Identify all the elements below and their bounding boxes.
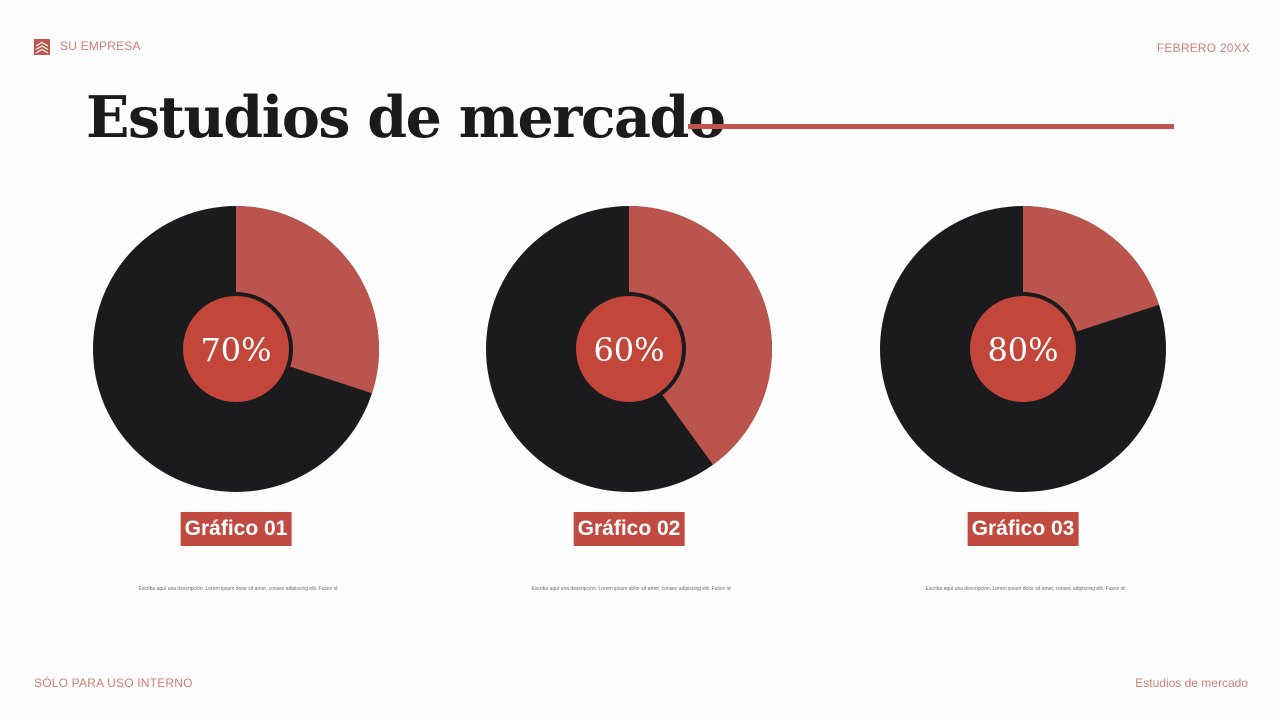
header-date: FEBRERO 20XX <box>1156 41 1250 55</box>
footer-confidential: SÓLO PARA USO INTERNO <box>34 676 193 690</box>
chart-description-2: Escriba aquí una descripción. Lorem ipsu… <box>531 586 731 592</box>
footer-section-name: Estudios de mercado <box>1135 676 1248 690</box>
page-title: Estudios de mercado <box>86 84 726 151</box>
pie-center-label-2: 60% <box>593 331 664 369</box>
pie-slice-accent-2 <box>629 206 772 465</box>
chart-description-1: Escriba aquí una descripción. Lorem ipsu… <box>138 586 338 592</box>
chart-label-2: Gráfico 02 <box>573 512 685 546</box>
pie-center-disc-1 <box>183 296 289 402</box>
company-name: SU EMPRESA <box>60 39 141 53</box>
company-logo-icon <box>34 39 50 55</box>
pie-center-label-3: 80% <box>987 331 1058 369</box>
pie-center-disc-2 <box>576 296 682 402</box>
pie-center-label-1: 70% <box>200 331 271 369</box>
chart-description-3: Escriba aquí una descripción. Lorem ipsu… <box>925 586 1125 592</box>
chart-label-3: Gráfico 03 <box>967 512 1079 546</box>
title-divider <box>688 124 1174 129</box>
chart-label-1: Gráfico 01 <box>180 512 292 546</box>
pie-center-disc-3 <box>970 296 1076 402</box>
